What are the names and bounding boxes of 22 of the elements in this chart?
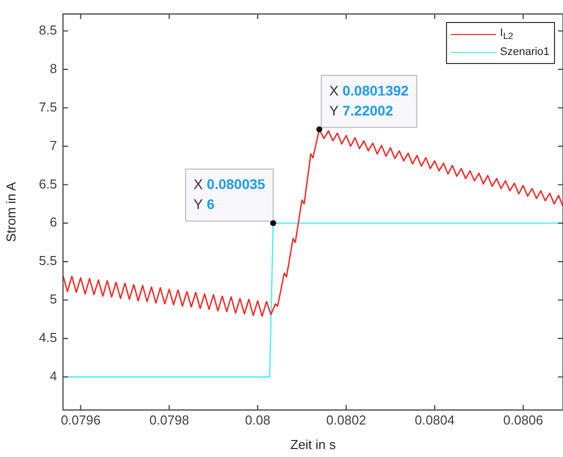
- y-tick-label: 6: [50, 214, 57, 230]
- x-tick-label: 0.0798: [149, 412, 190, 428]
- y-tick-label: 4: [50, 368, 57, 384]
- x-tick-label: 0.0804: [414, 412, 455, 428]
- y-tick-label: 8: [50, 60, 57, 76]
- x-tick-label: 0.0806: [503, 412, 544, 428]
- y-tick-label: 8.5: [38, 22, 57, 38]
- x-tick-label: 0.0796: [60, 412, 101, 428]
- legend-label: Szenario1: [500, 46, 550, 58]
- x-tick-label: 0.08: [245, 412, 270, 428]
- y-tick-label: 4.5: [38, 330, 57, 346]
- y-tick-label: 7: [50, 138, 57, 153]
- legend-label: I$_{L2}$: [500, 26, 514, 42]
- annotation: X 0.0801392 Y 7.22002: [329, 82, 409, 118]
- y-tick-label: 6.5: [38, 176, 57, 192]
- x-tick-label: 0.0802: [326, 412, 366, 428]
- y-axis-title: Strom in A: [3, 182, 18, 242]
- x-axis-title: Zeit in s: [290, 436, 336, 452]
- y-tick-label: 7.5: [38, 99, 57, 114]
- y-tick-label: 5: [50, 292, 57, 307]
- y-tick-label: 5.5: [38, 253, 57, 268]
- annotation: X 0.080035 Y 6: [194, 176, 266, 212]
